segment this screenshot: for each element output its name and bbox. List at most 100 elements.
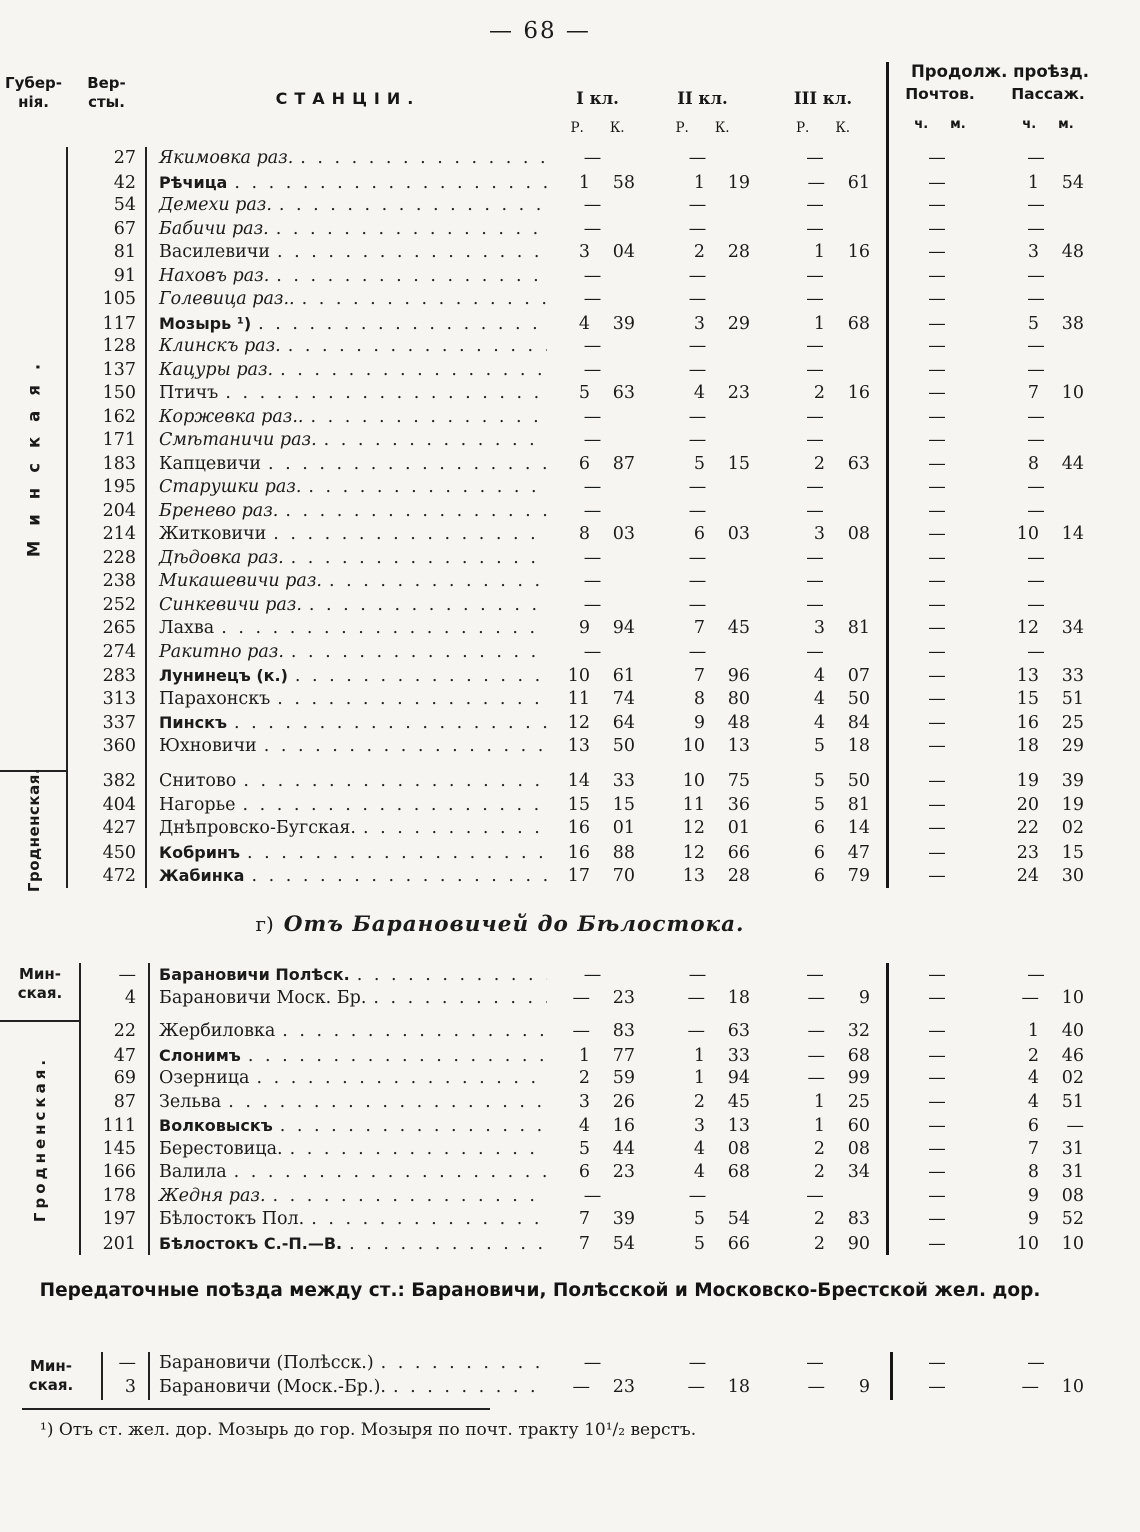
- table-row: 178 Жедня раз. — — — — 908: [80, 1185, 1108, 1209]
- table-row: 197 Бѣлостокъ Пол. 739 554 283 — 952: [80, 1208, 1108, 1232]
- table-body: Мин-ская. — Барановичи Полѣск. — — — — —…: [0, 963, 1108, 1255]
- header-rubles-kopecks: Р. К.: [570, 120, 625, 136]
- fare-class3-cell: 2 08: [813, 1138, 870, 1159]
- fare-class3-cell: —: [806, 336, 824, 356]
- postal-time-cell: —: [928, 1376, 946, 1397]
- station-cell: Озерница: [146, 1067, 550, 1091]
- passenger-time-cell: 3 48: [1027, 242, 1084, 262]
- postal-time-cell: —: [928, 453, 946, 474]
- passenger-time-cell: —: [1027, 148, 1045, 168]
- postal-time-cell: —: [928, 1233, 946, 1254]
- province-label: Мин-ская.: [17, 965, 63, 1002]
- versts-cell: 283: [102, 666, 136, 686]
- fare-class2-cell: —: [688, 406, 707, 427]
- fare-class3-cell: —: [806, 195, 824, 215]
- dot-leader: [308, 476, 547, 500]
- versts-cell: 427: [102, 818, 136, 838]
- versts-cell: 313: [102, 688, 136, 709]
- passenger-time-cell: 1 40: [1027, 1021, 1084, 1041]
- station-name: Валила: [159, 1162, 227, 1182]
- dot-leader: [290, 1138, 547, 1162]
- fare-class1-cell: 4 39: [578, 313, 635, 334]
- fare-class2-cell: 10 13: [682, 735, 750, 756]
- fare-class3-cell: 2 34: [813, 1162, 870, 1182]
- passenger-time-cell: —: [1027, 406, 1045, 427]
- station-cell: Жабинка: [146, 864, 550, 889]
- postal-time-cell: —: [928, 618, 946, 638]
- passenger-time-cell: 7 31: [1027, 1138, 1084, 1159]
- postal-time-cell: —: [928, 1021, 946, 1041]
- dot-leader: [225, 382, 547, 406]
- header-versts: Вер-сты.: [87, 74, 126, 111]
- fare-class2-cell: 4 23: [693, 383, 750, 403]
- dot-leader: [228, 1091, 547, 1115]
- header-class1: I кл.: [576, 89, 619, 108]
- passenger-time-cell: 24 30: [1016, 866, 1084, 886]
- station-cell: Жедня раз.: [146, 1185, 550, 1209]
- passenger-time-cell: —: [1027, 218, 1045, 239]
- fare-class1-cell: 17 70: [567, 866, 635, 886]
- station-cell: Капцевичи: [146, 453, 550, 477]
- fare-class2-cell: —: [688, 359, 707, 380]
- versts-cell: 4: [124, 987, 136, 1008]
- station-name: Синкевичи раз.: [159, 594, 302, 615]
- header-passenger: Пассаж.: [1011, 85, 1085, 103]
- fare-class1-cell: 16 88: [567, 842, 635, 863]
- station-cell: Слонимъ: [146, 1044, 550, 1069]
- station-name: Смѣтаничи раз.: [159, 430, 317, 450]
- versts-cell: 3: [124, 1376, 136, 1397]
- station-cell: Демехи раз.: [146, 194, 550, 218]
- vertical-rule: [148, 1352, 150, 1400]
- fare-class2-cell: 1 33: [693, 1045, 750, 1066]
- dot-leader: [256, 1067, 547, 1091]
- section-title-text: Отъ Барановичей до Бѣлостока.: [283, 912, 745, 937]
- fare-class2-cell: 12 66: [682, 842, 750, 863]
- fare-class1-cell: 3 26: [578, 1091, 635, 1112]
- header-class2: II кл.: [677, 89, 728, 108]
- footnote-marker: ¹): [40, 1420, 54, 1440]
- versts-cell: 150: [102, 383, 136, 403]
- table-row: 3 Барановичи (Моск.-Бр.). —23 —18 —9 — —…: [102, 1376, 1108, 1400]
- dot-leader: [329, 570, 547, 594]
- table-row: 166 Валила 623 468 234 — 831: [80, 1161, 1108, 1185]
- fare-class1-cell: —: [583, 218, 602, 239]
- dot-leader: [280, 1115, 547, 1139]
- dot-leader: [273, 1185, 547, 1209]
- postal-time-cell: —: [928, 866, 946, 886]
- fare-class2-cell: 2 28: [693, 242, 750, 262]
- vertical-rule: [66, 147, 68, 888]
- postal-time-cell: —: [928, 571, 946, 591]
- station-name: Василевичи: [159, 242, 270, 262]
- rows: — Барановичи Полѣск. — — — — — 4 Баранов…: [80, 963, 1108, 1010]
- fare-class3-cell: 5 18: [813, 735, 870, 756]
- station-cell: Барановичи (Полѣсск.): [146, 1352, 550, 1376]
- table-row: 81 Василевичи 304 228 116 — 348: [67, 241, 1108, 265]
- table-row: — Барановичи (Полѣсск.) — — — — —: [102, 1352, 1108, 1376]
- versts-cell: 117: [102, 313, 136, 334]
- versts-cell: 252: [102, 594, 136, 615]
- postal-time-cell: —: [928, 641, 946, 662]
- postal-time-cell: —: [928, 1353, 946, 1373]
- fare-class1-cell: 14 33: [567, 771, 635, 791]
- fare-class3-cell: 1 68: [813, 313, 870, 334]
- province-group: Мин-ская. — Барановичи Полѣск. — — — — —…: [0, 963, 1108, 1010]
- passenger-time-cell: 2 46: [1027, 1045, 1084, 1066]
- fare-class2-cell: —: [688, 265, 707, 286]
- passenger-time-cell: —: [1027, 571, 1045, 591]
- postal-time-cell: —: [928, 336, 946, 356]
- fare-class3-cell: —: [806, 965, 824, 985]
- dot-leader: [381, 1352, 547, 1376]
- fare-class3-cell: 2 90: [813, 1233, 870, 1254]
- fare-class3-cell: 2 83: [813, 1209, 870, 1229]
- fare-class2-cell: —: [688, 336, 707, 356]
- fare-class3-cell: 6 47: [813, 842, 870, 863]
- passenger-time-cell: 9 52: [1027, 1209, 1084, 1229]
- station-cell: Днѣпровско-Бугская.: [146, 817, 550, 841]
- fare-class2-cell: —: [688, 641, 707, 662]
- postal-time-cell: —: [928, 713, 946, 733]
- fare-class2-cell: 9 48: [693, 713, 750, 733]
